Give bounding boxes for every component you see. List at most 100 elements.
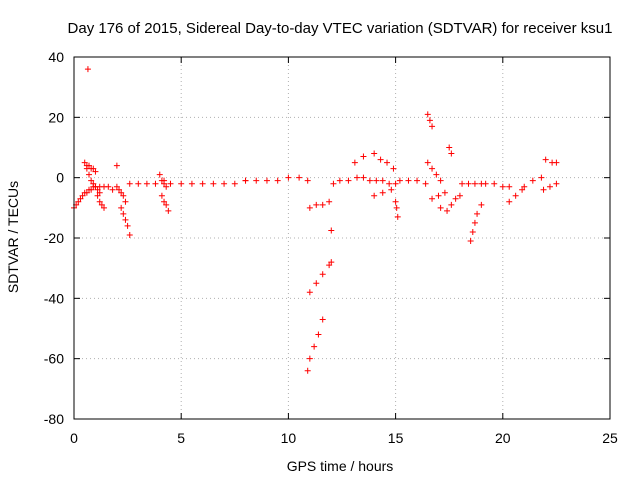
data-point xyxy=(156,171,163,178)
data-point xyxy=(392,198,399,205)
data-point xyxy=(167,180,174,187)
data-point xyxy=(126,180,133,187)
data-point xyxy=(326,198,333,205)
data-point xyxy=(274,177,281,184)
data-point xyxy=(143,180,150,187)
data-point xyxy=(424,111,431,118)
data-point xyxy=(315,331,322,338)
data-point xyxy=(165,207,172,214)
data-point xyxy=(92,168,99,175)
series-arc-20 xyxy=(424,111,436,130)
data-point xyxy=(96,198,103,205)
series-arc-24 xyxy=(444,192,463,214)
data-point xyxy=(109,186,116,193)
series-arc-22 xyxy=(429,189,448,202)
x-tick-label: 10 xyxy=(281,430,297,446)
data-point xyxy=(135,180,142,187)
data-point xyxy=(467,238,474,245)
data-point xyxy=(538,174,545,181)
data-point xyxy=(311,343,318,350)
data-point xyxy=(120,210,127,217)
data-point xyxy=(79,192,86,199)
series-arc-18 xyxy=(392,198,401,220)
series-arc-3 xyxy=(94,192,108,211)
series-arc-7 xyxy=(156,171,170,190)
data-point xyxy=(94,192,101,199)
data-point xyxy=(88,186,95,193)
data-point xyxy=(313,280,320,287)
series-arc-8 xyxy=(158,192,172,214)
data-point xyxy=(345,177,352,184)
data-point xyxy=(285,174,292,181)
series-arc-15 xyxy=(366,177,399,187)
data-point xyxy=(444,207,451,214)
data-point xyxy=(306,204,313,211)
data-point xyxy=(384,159,391,166)
data-point xyxy=(553,180,560,187)
data-point xyxy=(221,180,228,187)
data-point xyxy=(88,177,95,184)
data-point xyxy=(386,180,393,187)
data-point xyxy=(360,153,367,160)
data-point xyxy=(336,177,343,184)
series-arc-5 xyxy=(118,204,131,229)
data-point xyxy=(98,201,105,208)
data-point xyxy=(540,186,547,193)
data-point xyxy=(471,180,478,187)
data-point xyxy=(81,159,88,166)
data-point xyxy=(124,222,131,229)
series-arc-14 xyxy=(330,174,367,187)
series-arc-16 xyxy=(371,150,397,172)
series-isolated xyxy=(84,66,444,238)
data-point xyxy=(188,180,195,187)
data-point xyxy=(519,186,526,193)
y-tick-label: -40 xyxy=(44,290,64,306)
data-point xyxy=(396,177,403,184)
data-point xyxy=(435,192,442,199)
data-point xyxy=(328,259,335,266)
data-point xyxy=(553,159,560,166)
data-point xyxy=(366,177,373,184)
data-point xyxy=(113,183,120,190)
data-point xyxy=(178,180,185,187)
data-point xyxy=(429,123,436,130)
data-point xyxy=(414,177,421,184)
data-point xyxy=(405,177,412,184)
data-point xyxy=(113,162,120,169)
y-tick-label: 20 xyxy=(48,109,64,125)
data-point xyxy=(506,183,513,190)
data-point xyxy=(429,195,436,202)
series-arc-start xyxy=(71,183,97,211)
series-arc-30 xyxy=(542,156,560,166)
data-point xyxy=(392,180,399,187)
data-point xyxy=(448,150,455,157)
data-point xyxy=(499,183,506,190)
x-axis-label: GPS time / hours xyxy=(287,458,394,474)
data-point xyxy=(122,198,129,205)
x-axis-ticks: 0 5 10 15 20 25 xyxy=(70,57,618,446)
chart-title: Day 176 of 2015, Sidereal Day-to-day VTE… xyxy=(68,20,613,37)
data-point xyxy=(304,177,311,184)
data-point xyxy=(296,174,303,181)
data-point xyxy=(231,180,238,187)
data-point xyxy=(393,204,400,211)
series-arc-27 xyxy=(482,180,513,190)
data-point xyxy=(101,204,108,211)
series-arc-11 xyxy=(304,316,326,374)
data-point xyxy=(441,189,448,196)
data-point xyxy=(379,189,386,196)
data-point xyxy=(158,192,165,199)
data-point xyxy=(371,192,378,199)
series-arc-25 xyxy=(459,180,485,187)
data-point xyxy=(199,180,206,187)
data-point xyxy=(161,180,168,187)
data-point xyxy=(326,262,333,269)
data-point xyxy=(506,198,513,205)
data-point xyxy=(90,165,97,172)
data-point xyxy=(306,355,313,362)
data-point xyxy=(422,180,429,187)
data-point xyxy=(163,183,170,190)
data-point xyxy=(452,195,459,202)
series-arc-19 xyxy=(396,177,429,187)
